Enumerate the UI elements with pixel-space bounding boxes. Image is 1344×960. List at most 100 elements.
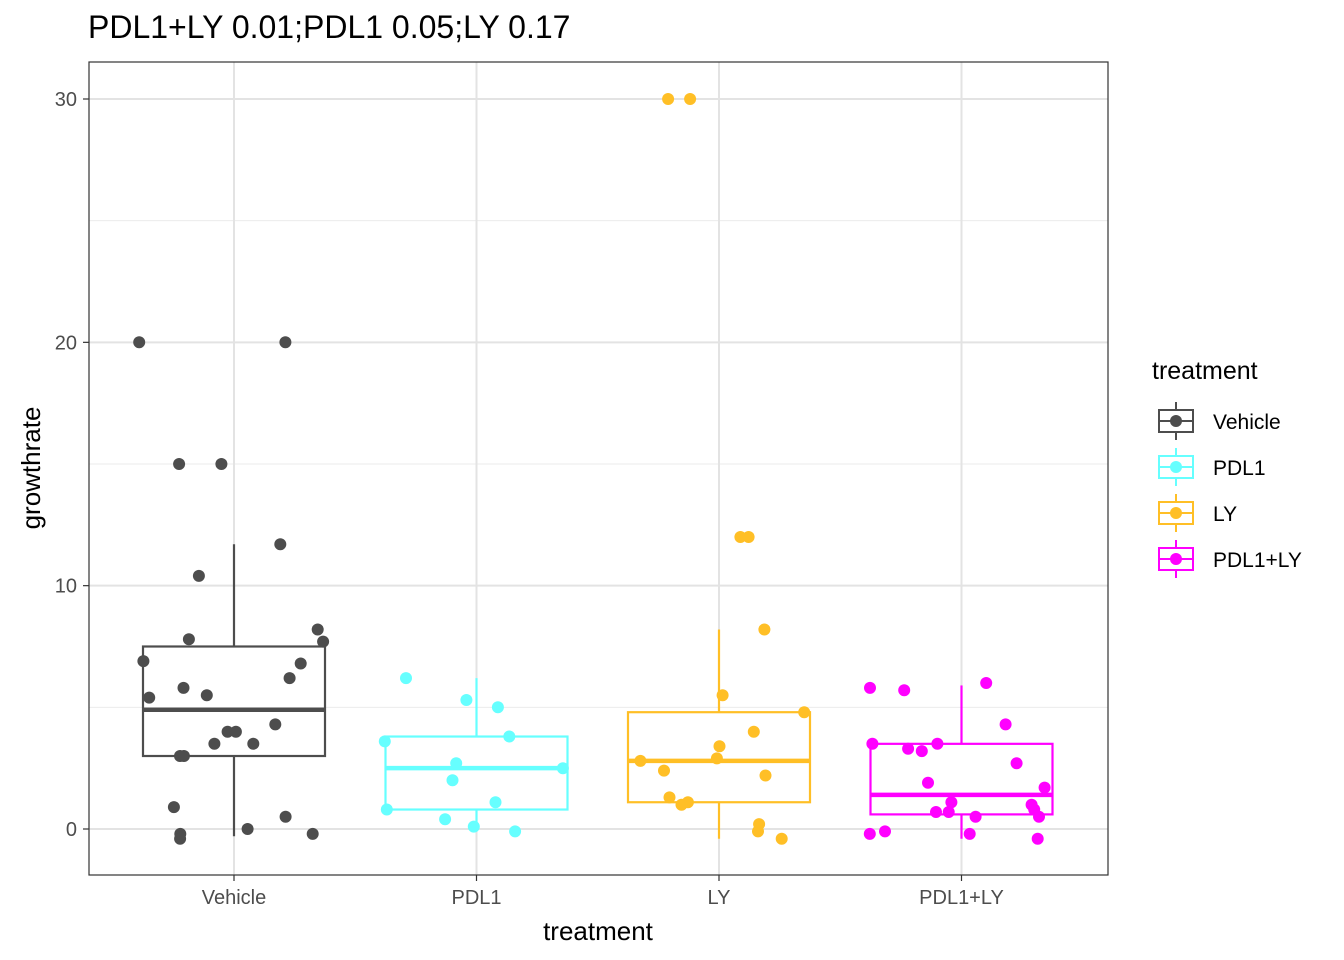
legend: treatment Vehicle PDL1 LY PDL1+LY: [1152, 357, 1302, 578]
data-point: [798, 706, 811, 719]
boxplot-pdl1-ly: [869, 685, 1054, 839]
data-point: [311, 623, 324, 636]
x-axis-title: treatment: [543, 916, 654, 946]
legend-item: PDL1+LY: [1158, 540, 1302, 578]
data-point: [663, 791, 676, 804]
x-tick-label: LY: [708, 887, 731, 909]
legend-item: Vehicle: [1158, 402, 1281, 440]
data-point: [489, 796, 502, 809]
legend-label: Vehicle: [1213, 411, 1281, 434]
data-point: [378, 735, 391, 748]
x-tick-label: PDL1+LY: [919, 887, 1004, 909]
data-point: [963, 827, 976, 840]
data-point: [662, 93, 675, 105]
data-point: [864, 681, 876, 694]
data-point: [930, 806, 942, 818]
boxplot-vehicle: [141, 544, 327, 837]
chart-title: PDL1+LY 0.01;PDL1 0.05;LY 0.17: [88, 9, 570, 45]
data-point: [734, 531, 747, 543]
data-point: [182, 633, 195, 646]
boxplots: [141, 544, 1054, 839]
legend-item: LY: [1158, 494, 1237, 532]
data-point: [173, 458, 186, 470]
data-point: [215, 458, 228, 470]
y-tick-label: 10: [55, 576, 77, 598]
x-tick-label: Vehicle: [202, 887, 267, 909]
data-point: [446, 774, 459, 787]
data-point: [775, 832, 788, 845]
data-point: [317, 635, 330, 648]
data-point: [879, 825, 891, 838]
legend-label: PDL1: [1213, 457, 1266, 480]
data-point: [294, 657, 307, 670]
data-point: [945, 796, 958, 809]
legend-title: treatment: [1152, 357, 1258, 385]
data-point: [902, 742, 915, 755]
data-point: [221, 725, 234, 738]
data-point: [713, 740, 726, 753]
data-point: [747, 725, 760, 738]
data-point: [863, 827, 876, 840]
data-point: [1033, 810, 1045, 823]
data-point: [467, 820, 480, 833]
plot-border: [88, 61, 1109, 876]
data-point: [866, 737, 879, 750]
data-point: [306, 827, 319, 840]
data-point: [684, 93, 697, 105]
data-point: [174, 832, 187, 845]
y-tick-label: 0: [66, 819, 77, 841]
data-point: [742, 531, 755, 543]
x-axis: Vehicle PDL1 LY PDL1+LY: [202, 875, 1004, 909]
y-tick-label: 20: [55, 332, 77, 354]
data-point: [450, 757, 463, 770]
data-point: [509, 825, 522, 838]
data-point: [274, 538, 287, 551]
data-point: [229, 725, 242, 738]
y-tick-label: 30: [55, 89, 77, 111]
legend-label: PDL1+LY: [1213, 549, 1302, 572]
data-point: [208, 737, 221, 750]
data-point: [675, 798, 688, 811]
data-point: [556, 762, 569, 775]
data-point: [269, 718, 282, 731]
boxplot-pdl1: [384, 678, 569, 832]
data-point: [283, 672, 296, 685]
data-point: [999, 718, 1012, 731]
legend-key-point: [1170, 415, 1182, 427]
data-point: [1038, 781, 1051, 794]
data-point: [380, 803, 393, 816]
data-point: [491, 701, 504, 714]
y-axis: 0 10 20 30: [55, 89, 89, 841]
data-point: [931, 737, 944, 750]
data-point: [241, 823, 254, 835]
data-point: [167, 801, 180, 814]
data-point: [200, 689, 213, 702]
data-point: [439, 813, 452, 826]
legend-label: LY: [1213, 503, 1237, 526]
data-point: [898, 684, 911, 697]
data-point: [915, 745, 928, 758]
data-point: [752, 825, 764, 838]
data-point: [716, 689, 729, 702]
data-point: [279, 336, 292, 349]
legend-key-point: [1170, 553, 1182, 565]
data-point: [192, 569, 205, 582]
box: [141, 645, 327, 758]
legend-key-point: [1170, 507, 1182, 519]
data-point: [137, 655, 150, 668]
data-point: [279, 810, 292, 823]
data-point: [247, 737, 260, 750]
data-point: [710, 752, 723, 765]
data-point: [922, 776, 934, 789]
jitter-points: [133, 93, 1051, 845]
data-point: [177, 681, 190, 694]
box: [869, 742, 1054, 816]
data-point: [634, 754, 647, 767]
data-point: [460, 694, 473, 706]
data-point: [942, 806, 955, 818]
data-point: [400, 672, 412, 685]
data-point: [758, 623, 771, 636]
legend-key-point: [1170, 461, 1182, 473]
data-point: [980, 677, 993, 689]
